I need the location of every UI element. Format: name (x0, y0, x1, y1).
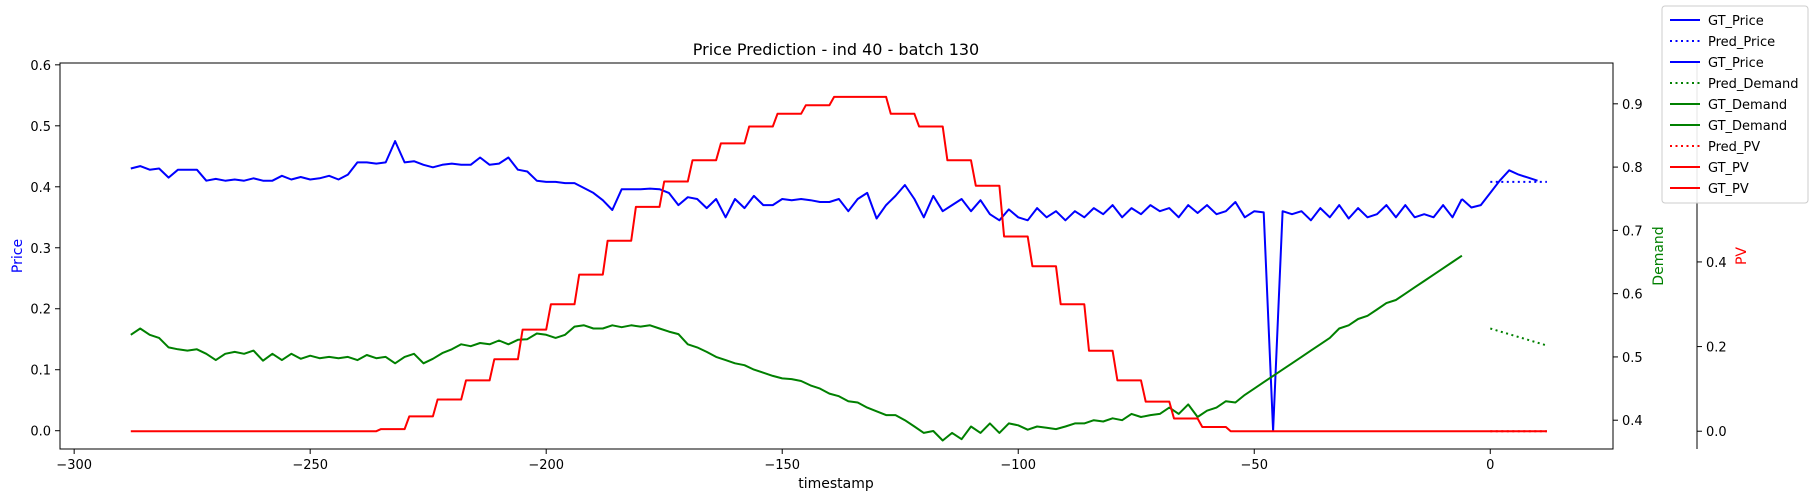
legend: GT_Price Pred_Price GT_Price Pred_Demand GT_… (1661, 5, 1809, 204)
legend-label: Pred_PV (1708, 140, 1760, 155)
demand-tick-label: 0.4 (1622, 414, 1643, 429)
x-tick-label: −100 (1000, 458, 1036, 473)
series-layer (130, 95, 1548, 442)
x-tick-label: −200 (528, 458, 564, 473)
pv-tick-label: 0.0 (1706, 425, 1727, 440)
x-tick-label: −150 (764, 458, 800, 473)
legend-label: GT_Price (1708, 56, 1764, 71)
demand-axis-label: Demand (1651, 226, 1667, 285)
price-axis-label: Price (10, 239, 26, 273)
legend-label: GT_PV (1708, 161, 1749, 176)
price-tick-label: 0.5 (30, 120, 51, 135)
legend-label: GT_PV (1708, 182, 1749, 197)
price-tick-label: 0.4 (30, 181, 51, 196)
x-tick-label: −300 (56, 458, 92, 473)
price-tick-label: 0.0 (30, 425, 51, 440)
legend-label: GT_Demand (1708, 98, 1787, 113)
pv-tick-label: 0.4 (1706, 256, 1727, 271)
plot-frame (59, 62, 1614, 450)
x-tick-label: −50 (1241, 458, 1268, 473)
demand-tick-label: 0.6 (1622, 288, 1643, 303)
x-axis-label: timestamp (798, 476, 874, 492)
demand-tick-label: 0.8 (1622, 161, 1643, 176)
pv-tick-label: 0.2 (1706, 341, 1727, 356)
axes-layer: −300 −250 −200 −150 −100 −50 0 0.0 0.1 0.2 0.3 0.4 0… (30, 59, 1726, 473)
demand-tick-label: 0.5 (1622, 351, 1643, 366)
series-line-gt-price-3 (1461, 169, 1538, 209)
legend-label: GT_Price (1708, 14, 1764, 29)
pv-axis-label: PV (1734, 247, 1750, 265)
chart-title: Price Prediction - ind 40 - batch 130 (693, 40, 979, 59)
legend-box (1661, 5, 1809, 204)
price-tick-label: 0.2 (30, 303, 51, 318)
price-tick-label: 0.6 (30, 59, 51, 74)
legend-label: Pred_Price (1708, 35, 1775, 50)
series-line-gt-pv-2 (130, 95, 1547, 433)
demand-tick-label: 0.7 (1622, 224, 1643, 239)
series-line-gt-demand-1 (130, 254, 1463, 442)
series-line-gt-price-0 (130, 140, 1463, 432)
x-tick-label: −250 (292, 458, 328, 473)
price-tick-label: 0.3 (30, 242, 51, 257)
x-tick-label: 0 (1486, 458, 1494, 473)
price-tick-label: 0.1 (30, 364, 51, 379)
demand-tick-label: 0.9 (1622, 98, 1643, 113)
legend-label: Pred_Demand (1708, 77, 1799, 92)
legend-label: GT_Demand (1708, 119, 1787, 134)
